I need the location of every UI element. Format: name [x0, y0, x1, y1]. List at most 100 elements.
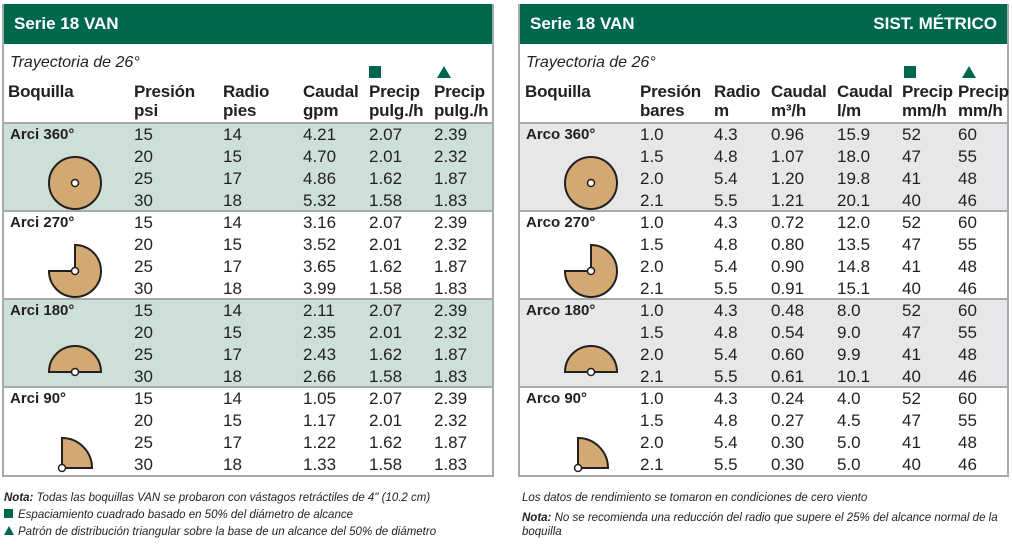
square-note: Espaciamiento cuadrado basado en 50% del…	[18, 509, 353, 521]
table-cell: 17	[223, 345, 242, 364]
nozzle-arc-90-icon	[573, 436, 610, 473]
table-cell: 2.0	[640, 345, 664, 364]
table-cell: 30	[134, 191, 153, 210]
nozzle-arc-90-icon	[57, 436, 94, 473]
table-body: Arci 360° 15 14 4.21 2.07 2.39 20 15 4.70 2.01 2.3…	[4, 124, 492, 476]
table-cell: 2.1	[640, 367, 664, 386]
table-cell: 2.39	[434, 301, 468, 320]
square-icon	[369, 66, 381, 78]
nozzle-name: Arco 180°	[526, 302, 596, 319]
column-unit: m³/h	[771, 101, 807, 120]
column-unit: mm/h	[958, 101, 1003, 120]
table-cell: 2.32	[434, 147, 468, 166]
table-cell: 25	[134, 433, 153, 452]
column-title: Precip	[434, 82, 485, 101]
table-cell: 55	[958, 323, 977, 342]
column-title: Caudal	[837, 82, 893, 101]
table-cell: 25	[134, 257, 153, 276]
table-cell: 9.0	[837, 323, 861, 342]
column-header-2: Radio pies	[223, 82, 269, 120]
column-unit: bares	[640, 101, 685, 120]
table-cell: 1.0	[640, 301, 664, 320]
nozzle-arc-360-icon	[47, 156, 103, 210]
column-title: Precip	[902, 82, 953, 101]
nozzle-name: Arci 270°	[10, 214, 75, 231]
table-cell: 15	[223, 147, 242, 166]
nota-label: Nota:	[4, 492, 34, 504]
table-cell: 5.0	[837, 433, 861, 452]
column-headers: Trayectoria de 26° Boquilla Presión psi Radi…	[4, 44, 492, 124]
table-cell: 1.83	[434, 455, 468, 474]
table-cell: 2.11	[303, 301, 335, 320]
column-header-1: Presión bares	[640, 82, 701, 120]
table-cell: 15	[223, 235, 242, 254]
table-cell: 2.07	[369, 125, 403, 144]
nozzle-arc-180-icon	[47, 345, 103, 377]
table-cell: 0.80	[771, 235, 805, 254]
table-cell: 2.07	[369, 213, 403, 232]
table-cell: 15.9	[837, 125, 871, 144]
column-header-0: Boquilla	[525, 82, 591, 101]
left-notes: Nota: Todas las boquillas VAN se probaro…	[4, 490, 436, 541]
table-cell: 1.58	[369, 455, 403, 474]
column-header-5: Precip pulg./h	[434, 82, 489, 120]
table-cell: 52	[902, 389, 921, 408]
table-cell: 4.86	[303, 169, 337, 188]
nozzle-name: Arco 90°	[526, 390, 588, 407]
table-cell: 48	[958, 433, 977, 452]
nozzle-diagram	[44, 416, 106, 483]
table-cell: 0.72	[771, 213, 805, 232]
table-header: Serie 18 VAN SIST. MÉTRICO	[520, 4, 1007, 44]
nozzle-group: Arci 360° 15 14 4.21 2.07 2.39 20 15 4.70 2.01 2.3…	[4, 124, 492, 212]
table-header: Serie 18 VAN	[4, 4, 492, 44]
table-cell: 40	[902, 455, 921, 474]
table-cell: 1.83	[434, 191, 468, 210]
table-cell: 4.8	[714, 411, 738, 430]
nozzle-group: Arco 270° 1.0 4.3 0.72 12.0 52 60 1.5 4.8 0.80 13.…	[520, 212, 1007, 300]
table-cell: 1.62	[369, 433, 403, 452]
nozzle-diagram	[44, 240, 106, 307]
table-cell: 52	[902, 301, 921, 320]
table-cell: 0.48	[771, 301, 805, 320]
metric-table: Serie 18 VAN SIST. MÉTRICO Trayectoria de…	[518, 4, 1009, 477]
table-cell: 41	[902, 169, 921, 188]
metric-label: SIST. MÉTRICO	[873, 14, 997, 33]
right-notes: Los datos de rendimiento se tomaron en c…	[522, 490, 1010, 539]
column-header-1: Presión psi	[134, 82, 195, 120]
table-cell: 1.0	[640, 213, 664, 232]
nozzle-group: Arco 90° 1.0 4.3 0.24 4.0 52 60 1.5 4.8 0.27 4.5 47…	[520, 388, 1007, 476]
table-cell: 0.96	[771, 125, 805, 144]
table-cell: 1.5	[640, 235, 664, 254]
table-cell: 4.8	[714, 323, 738, 342]
column-title: Caudal	[303, 82, 359, 101]
table-cell: 8.0	[837, 301, 861, 320]
nozzle-arc-270-icon	[47, 243, 102, 298]
table-cell: 3.65	[303, 257, 337, 276]
square-icon	[4, 509, 13, 518]
table-cell: 5.5	[714, 279, 738, 298]
table-cell: 4.5	[837, 411, 861, 430]
column-title: Precip	[369, 82, 420, 101]
column-unit: m	[714, 101, 729, 120]
table-cell: 1.62	[369, 345, 403, 364]
table-cell: 40	[902, 191, 921, 210]
table-cell: 60	[958, 389, 977, 408]
table-cell: 2.1	[640, 455, 664, 474]
nota-text: Todas las boquillas VAN se probaron con …	[33, 492, 431, 504]
table-cell: 10.1	[837, 367, 871, 386]
table-cell: 47	[902, 411, 921, 430]
table-cell: 18.0	[837, 147, 871, 166]
table-cell: 60	[958, 125, 977, 144]
triangle-icon	[962, 66, 976, 78]
table-cell: 20	[134, 147, 153, 166]
column-header-4: Precip pulg./h	[369, 82, 424, 120]
table-cell: 2.0	[640, 433, 664, 452]
column-header-4: Caudal l/m	[837, 82, 893, 120]
table-cell: 2.01	[369, 411, 403, 430]
table-cell: 17	[223, 257, 242, 276]
table-cell: 1.5	[640, 323, 664, 342]
table-cell: 4.3	[714, 301, 738, 320]
table-cell: 4.8	[714, 147, 738, 166]
table-cell: 30	[134, 367, 153, 386]
table-cell: 14	[223, 301, 242, 320]
